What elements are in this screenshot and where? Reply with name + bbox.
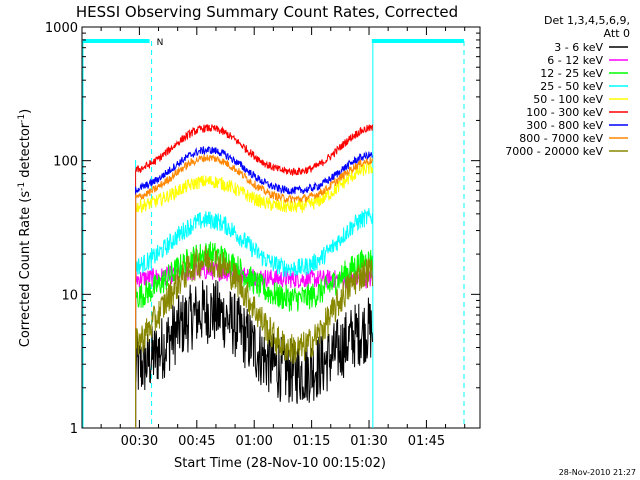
series-line bbox=[135, 207, 373, 428]
legend-label: 300 - 800 keV bbox=[526, 119, 603, 132]
y-axis-label: Corrected Count Rate (s-1 detector-1) bbox=[17, 109, 33, 347]
series-group bbox=[135, 124, 373, 428]
x-axis-label: Start Time (28-Nov-10 00:15:02) bbox=[174, 456, 386, 471]
x-tick-label: 01:30 bbox=[350, 434, 387, 449]
axes: 1 10 100 1000 00:30 00:45 01:00 01:15 01:30 01:45 bbox=[45, 21, 480, 449]
series-line bbox=[135, 279, 373, 428]
legend-header-line1: Det 1,3,4,5,6,9, bbox=[544, 14, 630, 27]
x-tick-label: 00:30 bbox=[121, 434, 158, 449]
legend-label: 7000 - 20000 keV bbox=[505, 145, 603, 158]
series-line bbox=[135, 154, 373, 428]
legend-label: 50 - 100 keV bbox=[533, 93, 603, 106]
legend-label: 100 - 300 keV bbox=[526, 106, 603, 119]
chart-title: HESSI Observing Summary Count Rates, Cor… bbox=[76, 3, 458, 21]
x-tick-label: 01:00 bbox=[235, 434, 272, 449]
plot-frame bbox=[81, 26, 481, 429]
legend-label: 3 - 6 keV bbox=[554, 41, 603, 54]
series-line bbox=[135, 146, 373, 428]
flag-label: N bbox=[157, 38, 164, 48]
x-tick-label: 00:45 bbox=[178, 434, 215, 449]
legend-label: 12 - 25 keV bbox=[540, 67, 603, 80]
y-tick-label: 1000 bbox=[45, 21, 78, 36]
legend-label: 6 - 12 keV bbox=[547, 54, 603, 67]
x-tick-label: 01:15 bbox=[293, 434, 330, 449]
y-tick-label: 100 bbox=[53, 155, 78, 170]
footer-timestamp: 28-Nov-2010 21:27 bbox=[559, 468, 636, 477]
x-tick-label: 01:45 bbox=[408, 434, 445, 449]
y-tick-label: 10 bbox=[61, 288, 78, 303]
y-tick-label: 1 bbox=[70, 422, 78, 437]
series-line bbox=[135, 241, 373, 428]
series-line bbox=[135, 246, 373, 428]
series-line bbox=[135, 160, 373, 428]
series-line bbox=[135, 124, 373, 428]
legend-header-line2: Att 0 bbox=[604, 27, 630, 40]
legend-label: 25 - 50 keV bbox=[540, 80, 603, 93]
legend-label: 800 - 7000 keV bbox=[519, 132, 603, 145]
